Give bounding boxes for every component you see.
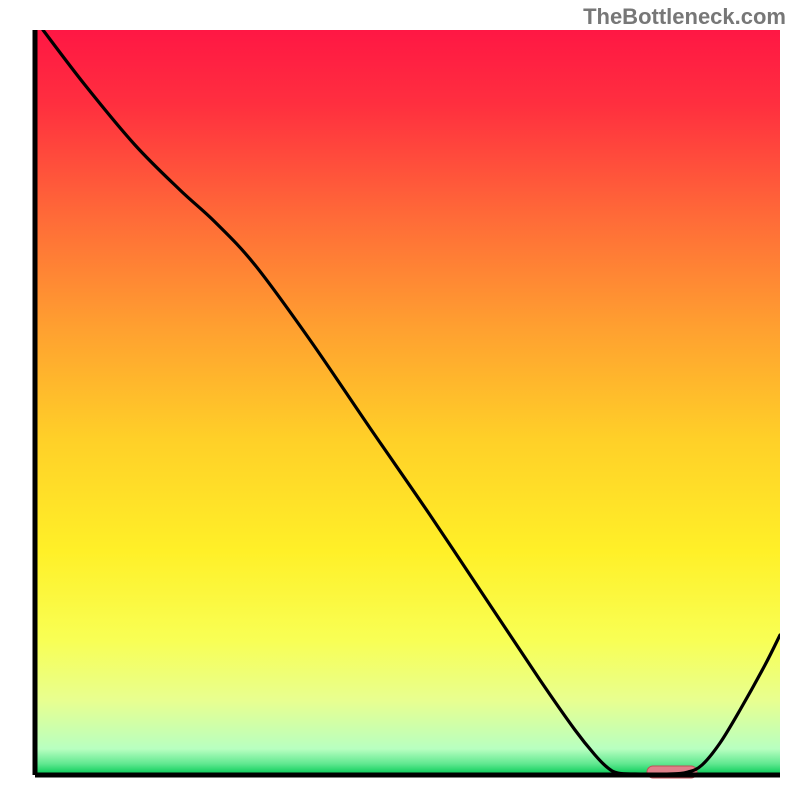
chart-svg <box>20 30 780 790</box>
watermark-text: TheBottleneck.com <box>583 4 786 30</box>
chart-container: TheBottleneck.com <box>0 0 800 800</box>
gradient-background <box>35 30 780 775</box>
bottleneck-chart <box>20 30 780 790</box>
